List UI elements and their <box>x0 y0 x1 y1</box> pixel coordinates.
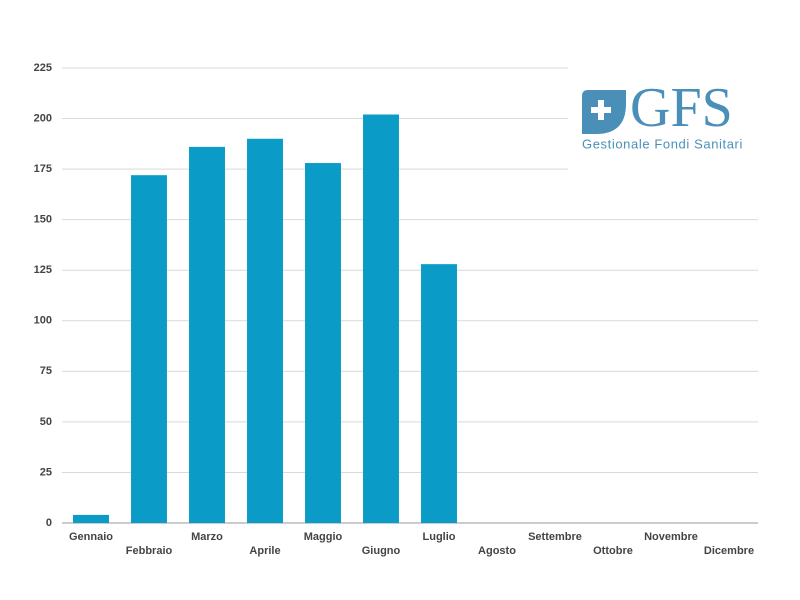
bar <box>131 175 167 523</box>
bar <box>189 146 225 523</box>
y-tick-label: 0 <box>46 517 52 529</box>
x-tick-label: Novembre <box>644 531 698 543</box>
y-tick-label: 200 <box>34 112 52 124</box>
logo-cross <box>591 107 611 113</box>
logo: GFS Gestionale Fondi Sanitari <box>568 64 762 170</box>
bar <box>247 138 283 523</box>
y-tick-label: 25 <box>40 466 52 478</box>
x-tick-label: Luglio <box>423 531 456 543</box>
x-tick-label: Gennaio <box>69 531 113 543</box>
logo-tagline: Gestionale Fondi Sanitari <box>582 136 743 151</box>
plot-area: 0 25 50 75 100 125 150 175 200 225 Gennaio Febbraio… <box>34 62 758 557</box>
y-tick-label: 175 <box>34 163 52 175</box>
x-tick-label: Ottobre <box>593 545 633 557</box>
y-tick-label: 50 <box>40 416 52 428</box>
y-tick-label: 100 <box>34 315 52 327</box>
x-tick-label: Settembre <box>528 531 582 543</box>
x-tick-label: Agosto <box>478 545 516 557</box>
x-tick-label: Aprile <box>249 545 280 557</box>
bar <box>363 114 399 523</box>
bar <box>305 163 341 524</box>
y-tick-label: 150 <box>34 214 52 226</box>
y-tick-label: 225 <box>34 62 52 74</box>
x-tick-label: Giugno <box>362 545 401 557</box>
x-tick-label: Maggio <box>304 531 343 543</box>
x-tick-label: Dicembre <box>704 545 754 557</box>
y-tick-label: 75 <box>40 365 52 377</box>
logo-text: GFS <box>630 77 733 139</box>
bar <box>421 264 457 523</box>
y-tick-label: 125 <box>34 264 52 276</box>
bar <box>73 514 109 523</box>
x-tick-label: Febbraio <box>126 545 173 557</box>
x-tick-label: Marzo <box>191 531 223 543</box>
